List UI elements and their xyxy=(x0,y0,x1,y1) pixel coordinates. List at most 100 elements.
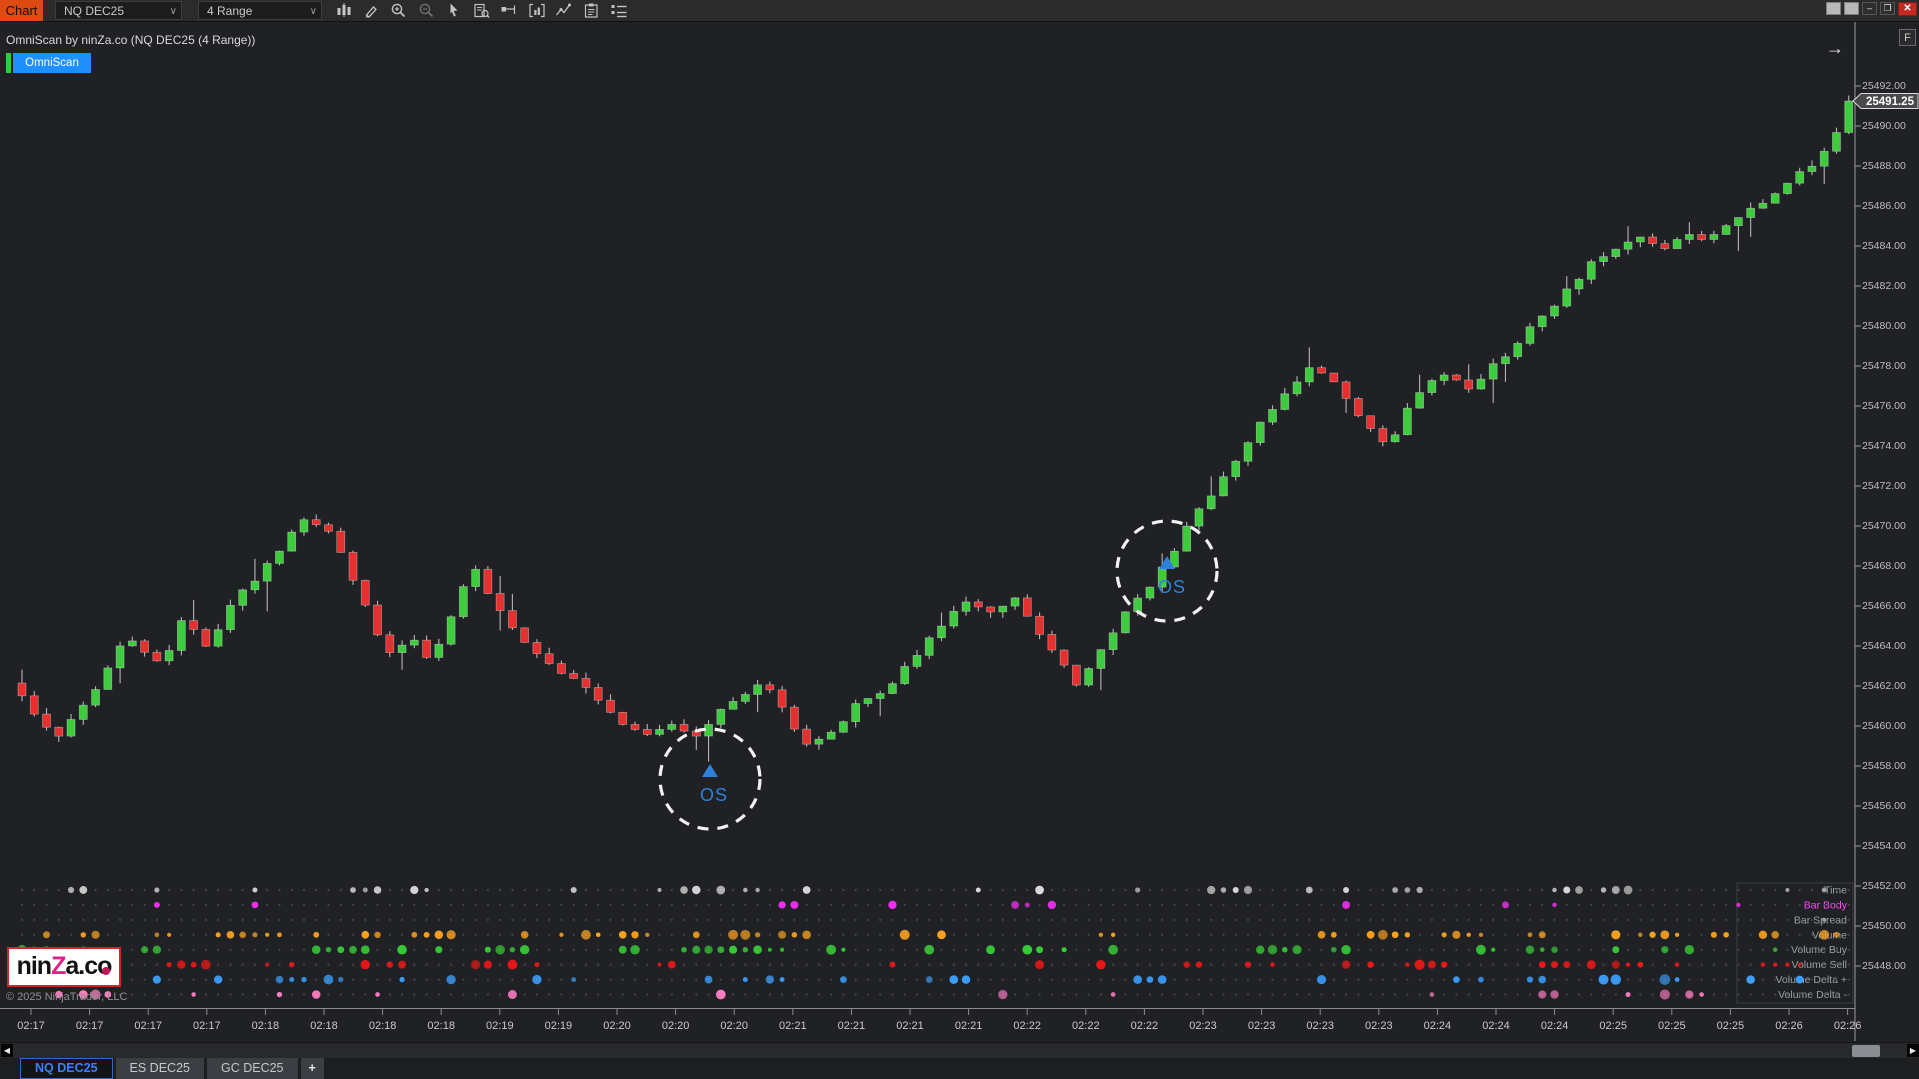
scan-dot xyxy=(1674,977,1680,982)
grid-dot xyxy=(707,918,710,921)
chart-window-button[interactable]: Chart xyxy=(0,0,43,21)
subpanel-row-label: Bar Spread xyxy=(1794,914,1847,926)
grid-dot xyxy=(1038,918,1041,921)
grid-dot xyxy=(376,948,379,951)
grid-dot xyxy=(915,978,919,981)
grid-dot xyxy=(1222,948,1225,951)
time-axis-label: 02:23 xyxy=(1189,1020,1217,1032)
grid-dot xyxy=(1161,948,1164,951)
grid-dot xyxy=(450,993,453,996)
scrollbar-thumb[interactable] xyxy=(1852,1045,1880,1057)
scroll-right-button[interactable]: ▶ xyxy=(1907,1044,1919,1057)
alerts-icon[interactable] xyxy=(499,2,519,19)
grid-dot xyxy=(1013,933,1017,936)
indicators-icon[interactable] xyxy=(554,2,574,19)
grid-dot xyxy=(1749,888,1752,892)
grid-dot xyxy=(376,903,379,907)
scan-dot xyxy=(399,976,405,983)
grid-dot xyxy=(646,903,649,907)
grid-dot xyxy=(388,948,391,951)
grid-dot xyxy=(1737,993,1740,996)
chart-style-icon[interactable] xyxy=(334,2,354,19)
scan-dot xyxy=(190,961,197,968)
scan-dot xyxy=(631,931,639,939)
signal-circle xyxy=(658,727,762,831)
tab-es-dec25[interactable]: ES DEC25 xyxy=(115,1058,204,1079)
grid-dot xyxy=(682,963,686,966)
grid-dot xyxy=(830,903,833,907)
chart-trader-icon[interactable] xyxy=(527,2,547,19)
link-button-2[interactable] xyxy=(1844,2,1859,15)
grid-dot xyxy=(1210,933,1213,936)
scan-dot xyxy=(1525,945,1535,954)
grid-dot xyxy=(989,978,992,981)
grid-dot xyxy=(450,948,453,951)
grid-dot xyxy=(560,918,563,921)
grid-dot xyxy=(229,978,232,981)
grid-dot xyxy=(339,918,342,921)
scan-dot xyxy=(790,900,799,909)
price-axis-label: 25450.00 xyxy=(1862,920,1906,932)
candle-body xyxy=(655,729,664,735)
link-button-1[interactable] xyxy=(1826,2,1841,15)
properties-icon[interactable] xyxy=(609,2,629,19)
restore-button[interactable]: ❐ xyxy=(1880,2,1895,15)
grid-dot xyxy=(1320,918,1323,921)
grid-dot xyxy=(1700,903,1703,907)
close-button[interactable]: ✕ xyxy=(1898,2,1917,16)
horizontal-scrollbar[interactable]: ◀ ▶ xyxy=(0,1042,1919,1059)
grid-dot xyxy=(511,918,514,921)
tab-gc-dec25[interactable]: GC DEC25 xyxy=(206,1058,298,1079)
grid-dot xyxy=(915,888,919,892)
drawing-tools-icon[interactable] xyxy=(362,2,382,19)
go-to-latest-bar-arrow[interactable]: → xyxy=(1826,38,1844,58)
grid-dot xyxy=(1332,918,1335,921)
scan-dot xyxy=(841,947,846,952)
grid-dot xyxy=(1761,918,1765,921)
time-axis-label: 02:25 xyxy=(1716,1020,1745,1032)
grid-dot xyxy=(1394,978,1397,981)
scan-dot xyxy=(434,930,444,940)
scroll-left-button[interactable]: ◀ xyxy=(1,1044,13,1057)
tab-nq-dec25[interactable]: NQ DEC25 xyxy=(20,1058,113,1079)
data-box-icon[interactable] xyxy=(472,2,492,19)
grid-dot xyxy=(1332,903,1335,907)
cursor-icon[interactable] xyxy=(444,2,464,19)
candle-body xyxy=(1832,132,1841,152)
scan-dot xyxy=(1476,944,1486,955)
grid-dot xyxy=(854,933,857,936)
scan-dot xyxy=(154,887,160,893)
scan-dot xyxy=(520,930,529,939)
price-axis-label: 25464.00 xyxy=(1862,640,1906,652)
grid-dot xyxy=(891,888,894,892)
candle-body xyxy=(1182,525,1192,552)
strategies-icon[interactable] xyxy=(582,2,602,19)
grid-dot xyxy=(1602,963,1605,966)
zoom-out-icon[interactable] xyxy=(417,2,437,19)
candle-body xyxy=(201,629,211,647)
grid-dot xyxy=(523,903,526,907)
grid-dot xyxy=(903,978,906,981)
grid-dot xyxy=(1737,888,1740,892)
add-tab-button[interactable]: + xyxy=(300,1058,324,1079)
grid-dot xyxy=(1504,933,1507,936)
grid-dot xyxy=(584,918,588,921)
candle-body xyxy=(728,701,738,710)
zoom-in-icon[interactable] xyxy=(389,2,409,19)
fixed-scale-button[interactable]: F xyxy=(1899,29,1916,46)
grid-dot xyxy=(143,933,146,936)
scan-dot xyxy=(899,929,910,940)
scan-dot xyxy=(1552,902,1557,908)
instrument-dropdown[interactable]: NQ DEC25 ∨ xyxy=(55,1,182,20)
interval-dropdown[interactable]: 4 Range ∨ xyxy=(198,1,322,20)
candle-body xyxy=(618,711,628,725)
grid-dot xyxy=(131,888,134,892)
grid-dot xyxy=(315,888,318,892)
grid-dot xyxy=(278,918,281,921)
minimize-button[interactable]: – xyxy=(1862,2,1877,15)
grid-dot xyxy=(1700,888,1703,892)
grid-dot xyxy=(1492,888,1495,892)
grid-dot xyxy=(168,978,171,981)
grid-dot xyxy=(400,993,404,996)
